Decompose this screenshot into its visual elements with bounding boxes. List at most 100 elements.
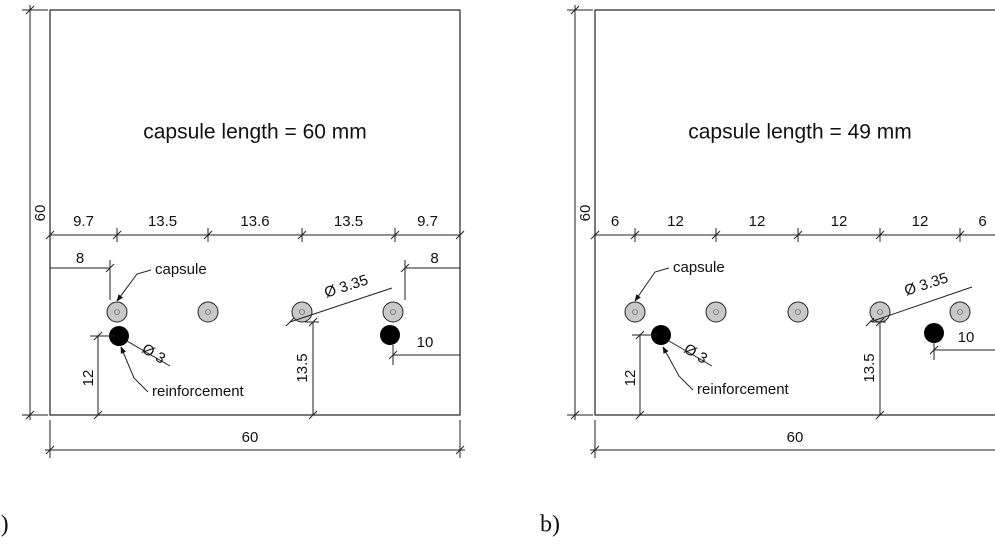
capsule-core: [795, 309, 801, 315]
label: 13.5: [334, 213, 363, 230]
label: capsule: [155, 261, 207, 278]
capsule-core: [205, 309, 211, 315]
dim-tick: [297, 230, 307, 240]
dim-tick: [308, 410, 318, 420]
capsule-core: [713, 309, 719, 315]
dim-tick: [45, 445, 55, 455]
dim-tick: [93, 331, 103, 341]
dim-tick: [105, 263, 115, 273]
dim-tick: [793, 230, 803, 240]
label: Ø 3: [139, 340, 169, 367]
dim-tick: [203, 230, 213, 240]
dim-tick: [635, 410, 645, 420]
section-title: capsule length = 60 mm: [143, 121, 367, 144]
dim-tick: [875, 317, 885, 327]
reinforcement-bar: [380, 325, 400, 345]
capsule: [382, 301, 404, 323]
label: Ø 3.35: [322, 271, 370, 301]
label: reinforcement: [697, 381, 790, 398]
label: 6: [978, 213, 986, 230]
capsule-core: [114, 309, 120, 315]
label: 60: [577, 205, 594, 222]
capsule-core: [632, 309, 638, 315]
dim-tick: [955, 230, 965, 240]
label: 13.6: [240, 213, 269, 230]
label: 9.7: [73, 213, 94, 230]
dim-tick: [388, 350, 398, 360]
label: 60: [787, 429, 804, 446]
dim-tick: [865, 317, 875, 327]
section-outline: [49, 9, 461, 416]
dim-tick: [590, 230, 600, 240]
label: 12: [912, 213, 929, 230]
capsule: [197, 301, 219, 323]
label: capsule: [673, 259, 725, 276]
capsule: [949, 301, 971, 323]
capsule: [705, 301, 727, 323]
capsule: [787, 301, 809, 323]
reinforcement-bar: [651, 325, 671, 345]
label: 12: [667, 213, 684, 230]
label: 10: [958, 329, 975, 346]
label: Ø 3: [681, 340, 711, 367]
section-title: capsule length = 49 mm: [688, 121, 912, 144]
label: 8: [430, 250, 438, 267]
capsule-core: [877, 309, 883, 315]
dim-tick: [711, 230, 721, 240]
dim-tick: [390, 230, 400, 240]
label: 13.5: [148, 213, 177, 230]
leader: [662, 346, 694, 391]
dim-tick: [455, 445, 465, 455]
dim-tick: [590, 445, 600, 455]
dim-tick: [112, 230, 122, 240]
dim-line: [668, 340, 713, 367]
label: 60: [32, 205, 49, 222]
dim-tick: [308, 317, 318, 327]
label: 13.5: [861, 353, 878, 382]
label: 6: [611, 213, 619, 230]
label: 10: [417, 334, 434, 351]
dim-tick: [93, 410, 103, 420]
label: reinforcement: [152, 383, 245, 400]
capsule-core: [299, 309, 305, 315]
dim-tick: [45, 230, 55, 240]
dim-tick: [570, 5, 580, 15]
dim-tick: [285, 317, 295, 327]
label: 12: [622, 370, 639, 387]
leader: [120, 346, 149, 393]
reinforcement-bar: [924, 323, 944, 343]
dim-tick: [630, 230, 640, 240]
label: 12: [80, 370, 97, 387]
capsule: [106, 301, 128, 323]
dim-tick: [875, 230, 885, 240]
label: 12: [831, 213, 848, 230]
dim-tick: [25, 410, 35, 420]
label: Ø 3.35: [902, 269, 950, 299]
dim-line: [289, 287, 393, 323]
capsule: [624, 301, 646, 323]
capsule: [291, 301, 313, 323]
label: 13.5: [294, 353, 311, 382]
label: 9.7: [417, 213, 438, 230]
capsule-core: [957, 309, 963, 315]
label: 12: [749, 213, 766, 230]
capsule-core: [390, 309, 396, 315]
dim-tick: [570, 410, 580, 420]
dim-line: [126, 340, 171, 367]
leader: [634, 267, 670, 302]
dim-tick: [25, 5, 35, 15]
panel-label: a): [0, 512, 9, 538]
section-outline: [594, 9, 995, 416]
label: 60: [242, 429, 259, 446]
panel-label: b): [540, 512, 560, 538]
dim-line: [869, 286, 973, 323]
dim-tick: [929, 345, 939, 355]
dim-tick: [635, 330, 645, 340]
dim-tick: [400, 263, 410, 273]
leader: [116, 269, 152, 302]
label: 8: [76, 250, 84, 267]
dim-tick: [455, 230, 465, 240]
reinforcement-bar: [109, 326, 129, 346]
dim-tick: [875, 410, 885, 420]
